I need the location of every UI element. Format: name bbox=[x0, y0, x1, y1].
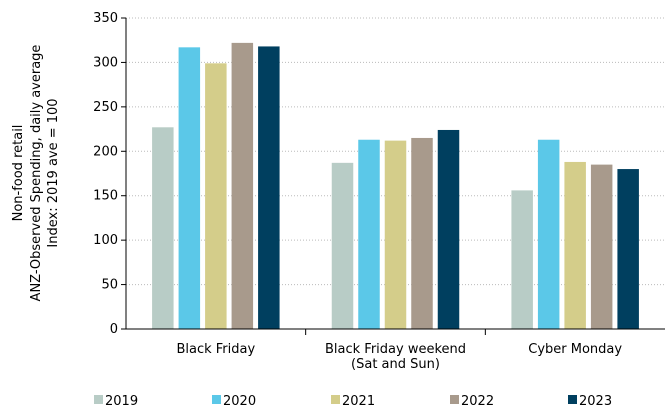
bar-2020-1 bbox=[178, 47, 201, 330]
axes bbox=[125, 18, 665, 330]
legend-swatch-2022 bbox=[450, 395, 459, 404]
x-tick-labels: Black Friday Black Friday weekend(Sat and… bbox=[176, 329, 622, 372]
y-axis-label-line: Index: 2019 ave = 100 bbox=[46, 98, 61, 247]
bar-2019-3 bbox=[511, 190, 533, 329]
y-tick-label: 300 bbox=[93, 55, 118, 70]
bar-2023-2 bbox=[437, 129, 460, 329]
x-tick-label: (Sat and Sun) bbox=[351, 357, 440, 372]
legend-label-2019: 2019 bbox=[105, 394, 138, 409]
y-tick-label: 100 bbox=[93, 233, 118, 248]
x-tick-label: Black Friday weekend bbox=[325, 342, 466, 357]
legend-swatch-2021 bbox=[331, 395, 340, 404]
y-tick-label: 200 bbox=[93, 144, 118, 159]
bar-2020-2 bbox=[358, 139, 380, 329]
legend: 2019 2020 2021 2022 2023 bbox=[94, 394, 612, 409]
legend-label-2023: 2023 bbox=[579, 394, 612, 409]
bar-2019-1 bbox=[152, 127, 174, 330]
bar-2022-1 bbox=[231, 42, 254, 329]
legend-swatch-2020 bbox=[212, 395, 221, 404]
bar-2021-3 bbox=[564, 161, 586, 329]
legend-swatch-2019 bbox=[94, 395, 103, 404]
x-tick-label: Black Friday bbox=[176, 342, 255, 357]
y-axis-label-line: ANZ-Observed Spending, daily average bbox=[29, 45, 44, 302]
y-tick-label: 150 bbox=[93, 189, 118, 204]
bars bbox=[152, 42, 639, 330]
bar-2023-1 bbox=[258, 46, 280, 329]
bar-2021-1 bbox=[205, 63, 227, 330]
y-axis-label-line: Non-food retail bbox=[11, 125, 26, 222]
bar-2019-2 bbox=[331, 162, 354, 329]
y-tick-label: 0 bbox=[110, 322, 118, 337]
y-axis-label: Non-food retail ANZ-Observed Spending, da… bbox=[11, 45, 61, 302]
bar-2022-2 bbox=[411, 137, 433, 329]
y-tick-label: 350 bbox=[93, 11, 118, 26]
bar-2020-3 bbox=[537, 139, 560, 329]
bar-2022-3 bbox=[590, 164, 613, 329]
legend-swatch-2023 bbox=[568, 395, 577, 404]
bar-2021-2 bbox=[384, 140, 407, 329]
y-tick-label: 50 bbox=[101, 278, 118, 293]
legend-label-2022: 2022 bbox=[461, 394, 494, 409]
x-tick-label: Cyber Monday bbox=[528, 342, 622, 357]
y-tick-labels: 0 50 100 150 200 250 300 350 bbox=[93, 11, 126, 337]
bar-2023-3 bbox=[617, 169, 639, 329]
legend-label-2021: 2021 bbox=[342, 394, 375, 409]
y-tick-label: 250 bbox=[93, 100, 118, 115]
legend-label-2020: 2020 bbox=[223, 394, 256, 409]
